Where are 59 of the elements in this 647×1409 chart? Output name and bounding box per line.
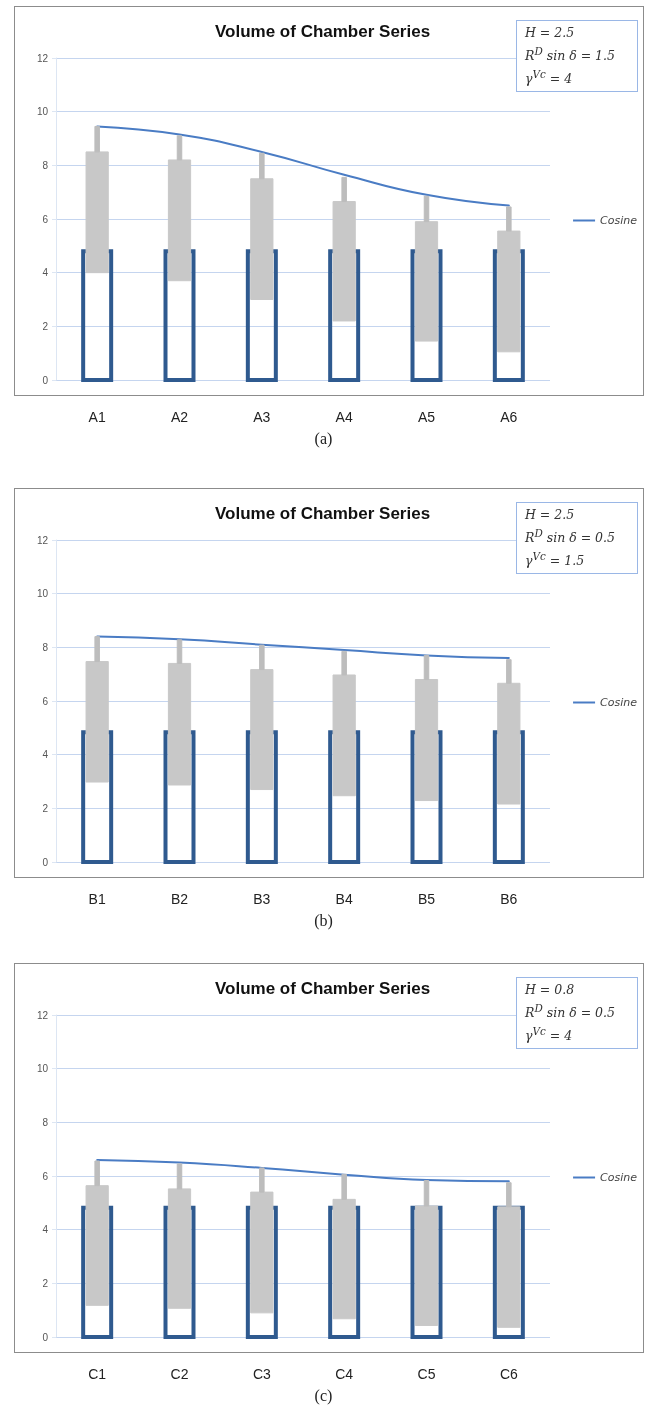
x-tick-label: B4 bbox=[335, 891, 353, 907]
annotation: R$^{D}$ sin δ = 1.5 bbox=[525, 44, 616, 66]
y-tick-label: 12 bbox=[36, 1009, 49, 1021]
x-tick-label: A4 bbox=[335, 409, 353, 425]
y-tick-label: 4 bbox=[42, 749, 49, 761]
x-tick-label: B2 bbox=[170, 891, 189, 907]
y-tick-label: 0 bbox=[42, 374, 49, 386]
y-tick-label: 12 bbox=[36, 52, 49, 64]
y-tick-label: 0 bbox=[42, 856, 49, 868]
legend-label: Cosine bbox=[600, 1171, 638, 1184]
y-tick-label: 12 bbox=[36, 534, 49, 546]
text: H = 2.5 bbox=[525, 24, 576, 42]
x-tick-label: A3 bbox=[253, 409, 271, 425]
y-tick-label: 10 bbox=[36, 1063, 49, 1075]
y-tick-label: 8 bbox=[42, 1116, 49, 1128]
x-tick-label: A5 bbox=[417, 409, 436, 425]
chart-title: Volume of Chamber Series bbox=[215, 979, 431, 998]
x-tick-label: B3 bbox=[253, 891, 271, 907]
x-tick-label: A2 bbox=[170, 409, 189, 425]
y-tick-label: 4 bbox=[42, 1224, 49, 1236]
x-tick-label: B5 bbox=[417, 891, 436, 907]
y-tick-label: 8 bbox=[42, 159, 49, 171]
chart-title: Volume of Chamber Series bbox=[215, 22, 431, 41]
x-tick-label: B1 bbox=[88, 891, 106, 907]
text: H = 0.8 bbox=[525, 981, 576, 999]
line-series bbox=[96, 1158, 510, 1183]
x-tick-label: C6 bbox=[499, 1366, 518, 1382]
text: (a) bbox=[313, 430, 334, 448]
x-tick-label: C4 bbox=[335, 1366, 354, 1382]
y-tick-label: 6 bbox=[42, 1170, 49, 1182]
legend-label: Cosine bbox=[600, 696, 638, 709]
text: (c) bbox=[313, 1387, 334, 1405]
x-tick-label: C2 bbox=[170, 1366, 189, 1382]
annotation: γ$^{Vc}$ = 4 bbox=[525, 67, 574, 89]
x-tick-label: C5 bbox=[417, 1366, 436, 1382]
x-tick-label: B6 bbox=[500, 891, 518, 907]
x-tick-label: A1 bbox=[88, 409, 106, 425]
x-tick-label: C1 bbox=[88, 1366, 107, 1382]
x-tick-label: C3 bbox=[252, 1366, 271, 1382]
y-tick-label: 10 bbox=[36, 106, 49, 118]
y-tick-label: 2 bbox=[42, 802, 49, 814]
y-tick-label: 4 bbox=[42, 267, 49, 279]
text: (b) bbox=[313, 912, 334, 930]
legend-label: Cosine bbox=[600, 214, 638, 227]
x-tick-label: A6 bbox=[500, 409, 518, 425]
chart-title: Volume of Chamber Series bbox=[215, 504, 431, 523]
line-series bbox=[96, 125, 510, 207]
annotation: γ$^{Vc}$ = 1.5 bbox=[525, 549, 586, 571]
y-tick-label: 2 bbox=[42, 1277, 49, 1289]
y-tick-label: 6 bbox=[42, 213, 49, 225]
y-tick-label: 8 bbox=[42, 641, 49, 653]
text: H = 2.5 bbox=[525, 506, 576, 524]
y-tick-label: 10 bbox=[36, 588, 49, 600]
annotation: R$^{D}$ sin δ = 0.5 bbox=[525, 1001, 616, 1023]
y-tick-label: 6 bbox=[42, 695, 49, 707]
annotation: γ$^{Vc}$ = 4 bbox=[525, 1024, 574, 1046]
y-tick-label: 0 bbox=[42, 1331, 49, 1343]
annotation: R$^{D}$ sin δ = 0.5 bbox=[525, 526, 616, 548]
y-tick-label: 2 bbox=[42, 320, 49, 332]
